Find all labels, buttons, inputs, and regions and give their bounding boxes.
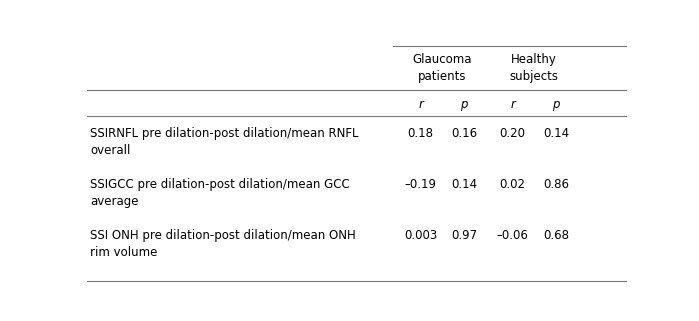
Text: 0.14: 0.14 <box>451 178 477 191</box>
Text: 0.20: 0.20 <box>500 127 526 140</box>
Text: overall: overall <box>90 144 131 158</box>
Text: 0.86: 0.86 <box>543 178 569 191</box>
Text: –0.06: –0.06 <box>497 229 528 241</box>
Text: r: r <box>418 98 423 110</box>
Text: 0.16: 0.16 <box>451 127 477 140</box>
Text: SSIGCC pre dilation-post dilation/mean GCC: SSIGCC pre dilation-post dilation/mean G… <box>90 178 350 191</box>
Text: 0.14: 0.14 <box>543 127 569 140</box>
Text: 0.18: 0.18 <box>408 127 433 140</box>
Text: SSIRNFL pre dilation-post dilation/mean RNFL: SSIRNFL pre dilation-post dilation/mean … <box>90 127 359 140</box>
Text: rim volume: rim volume <box>90 246 157 259</box>
Text: p: p <box>552 98 560 110</box>
Text: 0.68: 0.68 <box>543 229 569 241</box>
Text: r: r <box>510 98 515 110</box>
Text: 0.003: 0.003 <box>404 229 437 241</box>
Text: Healthy
subjects: Healthy subjects <box>510 53 559 83</box>
Text: –0.19: –0.19 <box>405 178 437 191</box>
Text: average: average <box>90 195 138 208</box>
Text: 0.02: 0.02 <box>500 178 526 191</box>
Text: 0.97: 0.97 <box>451 229 477 241</box>
Text: Glaucoma
patients: Glaucoma patients <box>412 53 472 83</box>
Text: p: p <box>460 98 468 110</box>
Text: SSI ONH pre dilation-post dilation/mean ONH: SSI ONH pre dilation-post dilation/mean … <box>90 229 356 241</box>
